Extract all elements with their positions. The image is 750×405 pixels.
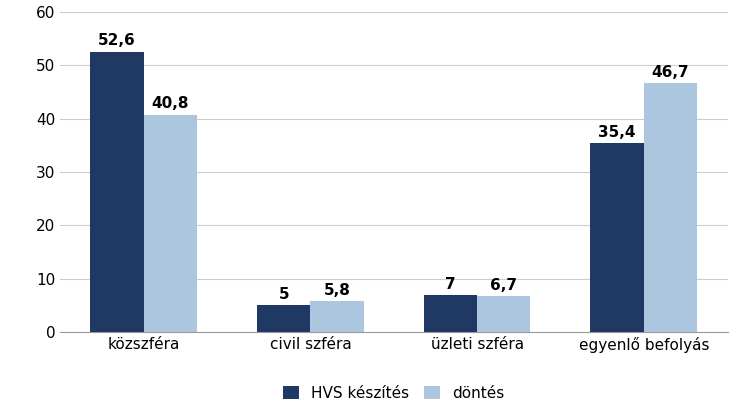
Bar: [310, 301, 364, 332]
Text: 52,6: 52,6: [98, 33, 136, 49]
Text: 5,8: 5,8: [324, 283, 350, 298]
Bar: [644, 83, 698, 332]
Bar: [590, 143, 644, 332]
Text: 5: 5: [278, 287, 289, 302]
Bar: [257, 305, 310, 332]
Bar: [424, 295, 477, 332]
Bar: [477, 296, 530, 332]
Legend: HVS készítés, döntés: HVS készítés, döntés: [279, 382, 508, 405]
Text: 40,8: 40,8: [152, 96, 189, 111]
Text: 46,7: 46,7: [652, 65, 689, 80]
Text: 35,4: 35,4: [598, 125, 636, 140]
Text: 7: 7: [445, 277, 456, 292]
Bar: [90, 51, 144, 332]
Bar: [144, 115, 197, 332]
Text: 6,7: 6,7: [490, 278, 517, 293]
